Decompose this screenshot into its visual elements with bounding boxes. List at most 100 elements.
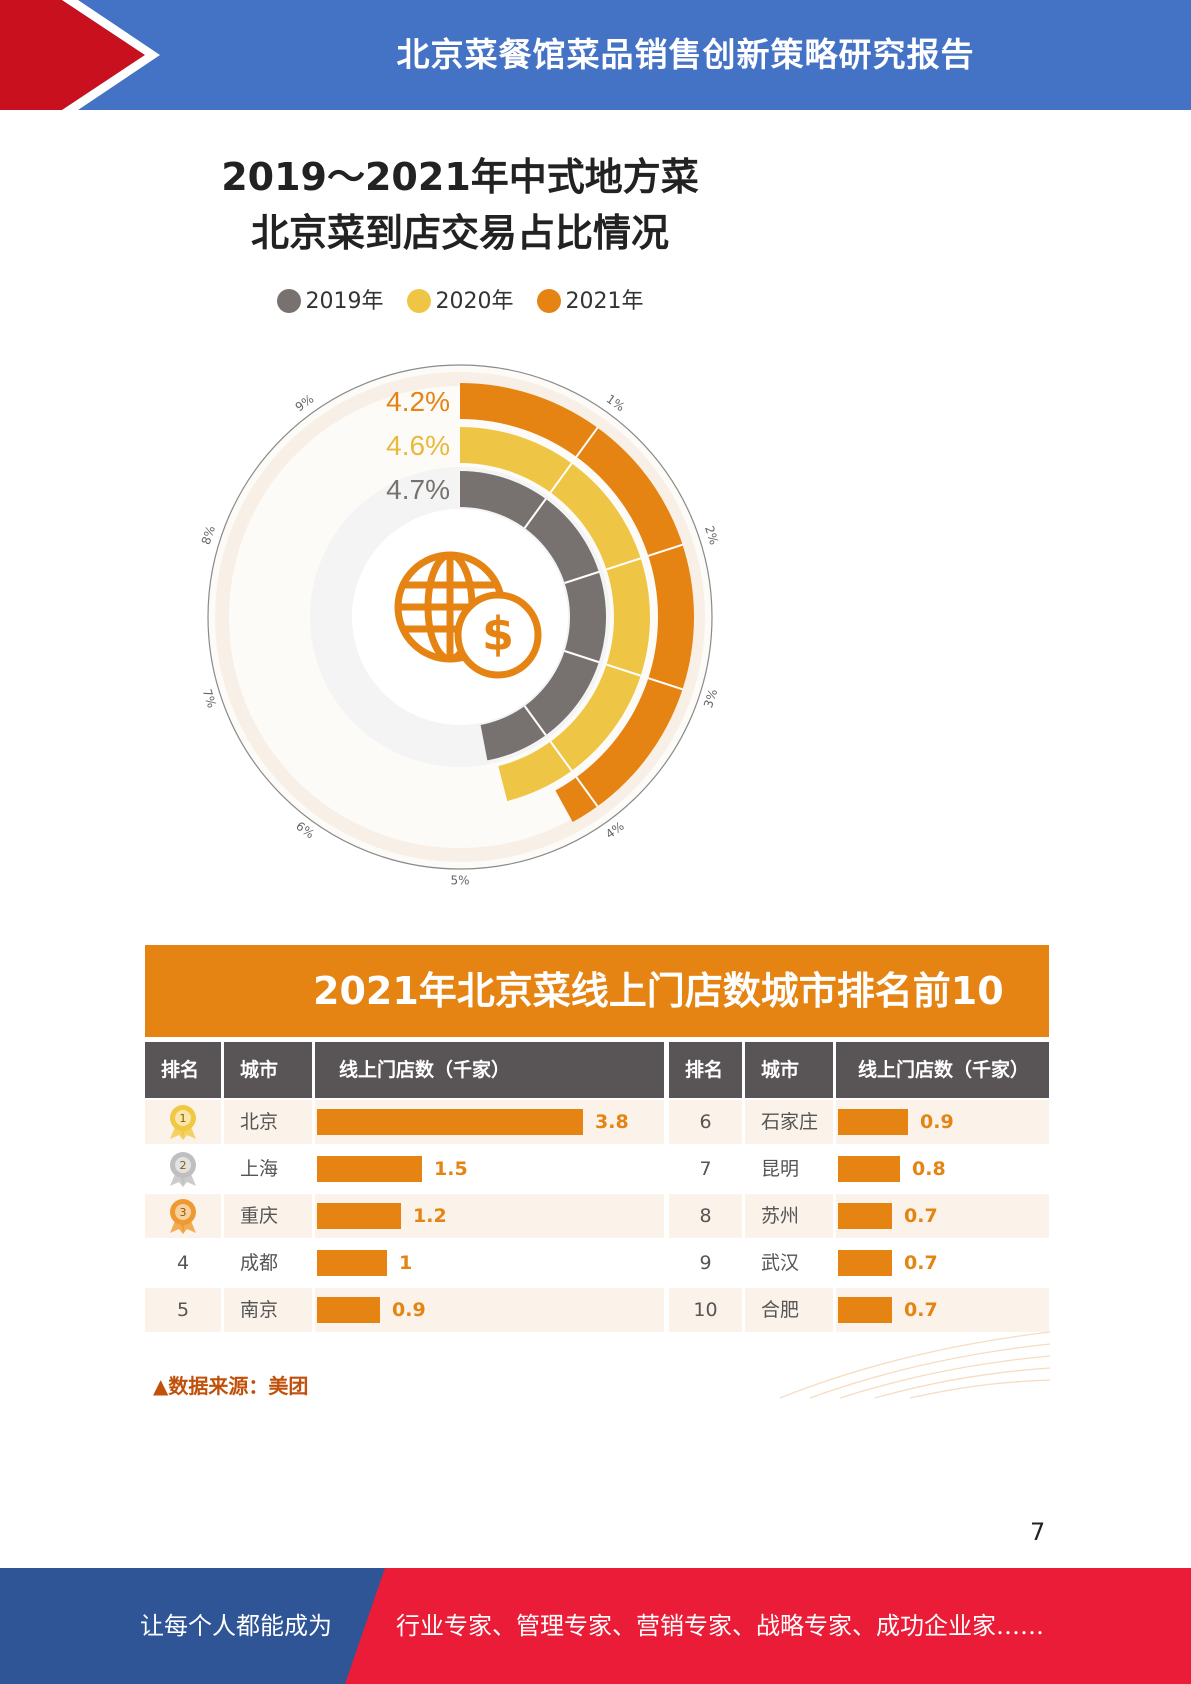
radial-chart-svg: 1%2%3%4%5%6%7%8%9% 4.2%4.6%4.7%$ xyxy=(199,364,721,888)
radial-bar-divider xyxy=(648,543,683,557)
decorative-lines xyxy=(780,1331,1050,1399)
silver-medal-icon: 2 xyxy=(170,1152,196,1187)
legend-dot xyxy=(406,289,431,313)
radial-bar-divider xyxy=(564,570,600,584)
ranking-title: 2021年北京菜线上门店数城市排名前10 xyxy=(145,945,1049,1037)
store-count-bar xyxy=(317,1109,583,1135)
legend-item-2021: 2021年 xyxy=(536,283,644,315)
rank-number: 8 xyxy=(699,1205,712,1227)
radial-title-line2: 北京菜到店交易占比情况 xyxy=(250,211,669,255)
store-count-bar xyxy=(317,1203,401,1229)
city-name: 成都 xyxy=(240,1252,279,1274)
radial-bar-divider xyxy=(523,498,547,529)
store-count-bar xyxy=(838,1297,892,1323)
rank-number: 4 xyxy=(176,1252,190,1274)
outer-scale-ring xyxy=(207,364,713,870)
header-city: 城市 xyxy=(745,1042,833,1098)
store-count-bar xyxy=(838,1156,900,1182)
store-count-label: 0.8 xyxy=(912,1158,946,1180)
rank-number: 7 xyxy=(699,1158,712,1180)
footer-left-band xyxy=(0,1568,385,1684)
scale-tick-label: 5% xyxy=(450,874,469,888)
table-row-bg xyxy=(745,1288,833,1332)
scale-tick-label: 7% xyxy=(200,687,219,709)
medal-rank: 3 xyxy=(180,1206,187,1219)
store-count-bar xyxy=(838,1250,892,1276)
medal-rank: 1 xyxy=(180,1112,187,1125)
scale-tick-label: 1% xyxy=(604,392,628,415)
store-count-label: 0.9 xyxy=(392,1299,426,1321)
store-count-bar xyxy=(838,1109,908,1135)
city-name: 昆明 xyxy=(761,1158,800,1180)
store-count-label: 0.7 xyxy=(904,1252,938,1274)
report-title: 北京菜餐馆菜品销售创新策略研究报告 xyxy=(396,35,975,74)
city-name: 苏州 xyxy=(761,1205,800,1227)
page-header: 北京菜餐馆菜品销售创新策略研究报告 xyxy=(0,0,1191,110)
radial-bar-2021年 xyxy=(460,383,695,823)
scale-tick-label: 9% xyxy=(293,392,317,415)
store-count-label: 0.9 xyxy=(920,1111,954,1133)
scale-tick-label: 8% xyxy=(199,524,218,546)
store-count-label: 3.8 xyxy=(595,1111,629,1133)
legend-label: 2020年 xyxy=(435,289,514,314)
dollar-coin xyxy=(454,591,542,679)
table-row-bg xyxy=(145,1288,221,1332)
legend-item-2020: 2020年 xyxy=(406,283,514,315)
store-count-bar xyxy=(838,1203,892,1229)
legend-dot xyxy=(276,289,301,313)
gold-medal-icon: 1 xyxy=(170,1105,196,1140)
scale-tick-label: 2% xyxy=(702,524,721,546)
radial-chart: 1% 2% 3% 4% 5% 6% 7% 8% 9% 4.2% 4.6% 4.7% $ 2019～202… xyxy=(180,135,740,895)
table-row-bg xyxy=(224,1288,312,1332)
data-source: ▲数据来源：美团 xyxy=(153,1374,309,1398)
radial-bar-divider xyxy=(549,462,573,493)
radial-bar-label: 4.6% xyxy=(386,430,450,461)
header-rank: 排名 xyxy=(669,1042,742,1098)
page-footer: 让每个人都能成为 行业专家、管理专家、营销专家、战略专家、成功企业家…… xyxy=(0,1568,1191,1684)
bronze-medal-icon: 3 xyxy=(170,1199,196,1234)
radial-title-line1: 2019～2021年中式地方菜 xyxy=(221,155,699,199)
store-count-bar xyxy=(317,1156,422,1182)
faint-ring xyxy=(215,372,705,862)
legend-label: 2019年 xyxy=(305,289,384,314)
store-count-label: 1 xyxy=(399,1252,413,1274)
radial-bar-divider xyxy=(606,557,642,571)
legend-label: 2021年 xyxy=(565,289,644,314)
rank-number: 5 xyxy=(176,1299,190,1321)
table-row-bg xyxy=(745,1194,833,1238)
city-name: 南京 xyxy=(240,1299,279,1321)
radial-bar-2020年 xyxy=(460,427,651,802)
table-row-bg xyxy=(224,1100,312,1144)
legend-item-2019: 2019年 xyxy=(276,283,384,315)
city-name: 北京 xyxy=(240,1111,279,1133)
table-row-bg xyxy=(745,1100,833,1144)
city-name: 石家庄 xyxy=(761,1111,819,1133)
rank-number: 6 xyxy=(699,1111,712,1133)
store-count-label: 1.5 xyxy=(434,1158,468,1180)
store-count-bar xyxy=(317,1250,387,1276)
rank-number: 9 xyxy=(699,1252,712,1274)
footer-slogan-left: 让每个人都能成为 xyxy=(140,1612,332,1640)
page-number: 7 xyxy=(1030,1518,1046,1546)
radial-bar-divider xyxy=(606,663,642,677)
store-count-bar xyxy=(317,1297,380,1323)
header-stores: 线上门店数（千家） xyxy=(315,1042,664,1098)
radial-bar-label: 4.2% xyxy=(386,386,450,417)
radial-bar-divider xyxy=(575,427,599,458)
header-stores: 线上门店数（千家） xyxy=(836,1042,1049,1098)
table-row-bg xyxy=(669,1288,742,1332)
city-name: 上海 xyxy=(240,1158,279,1180)
radial-bar-divider xyxy=(564,650,600,664)
dollar-sign: $ xyxy=(482,607,514,661)
city-name: 合肥 xyxy=(761,1299,800,1321)
medal-rank: 2 xyxy=(180,1159,187,1172)
rank-number: 10 xyxy=(693,1299,718,1321)
radial-bar-2019年 xyxy=(460,471,606,761)
city-name: 重庆 xyxy=(240,1205,279,1227)
table-row-bg xyxy=(669,1194,742,1238)
table-row-bg xyxy=(669,1100,742,1144)
header-rank: 排名 xyxy=(145,1042,221,1098)
legend-dot xyxy=(536,289,561,313)
footer-slogan-right: 行业专家、管理专家、营销专家、战略专家、成功企业家…… xyxy=(396,1612,1044,1640)
header-city: 城市 xyxy=(224,1042,312,1098)
